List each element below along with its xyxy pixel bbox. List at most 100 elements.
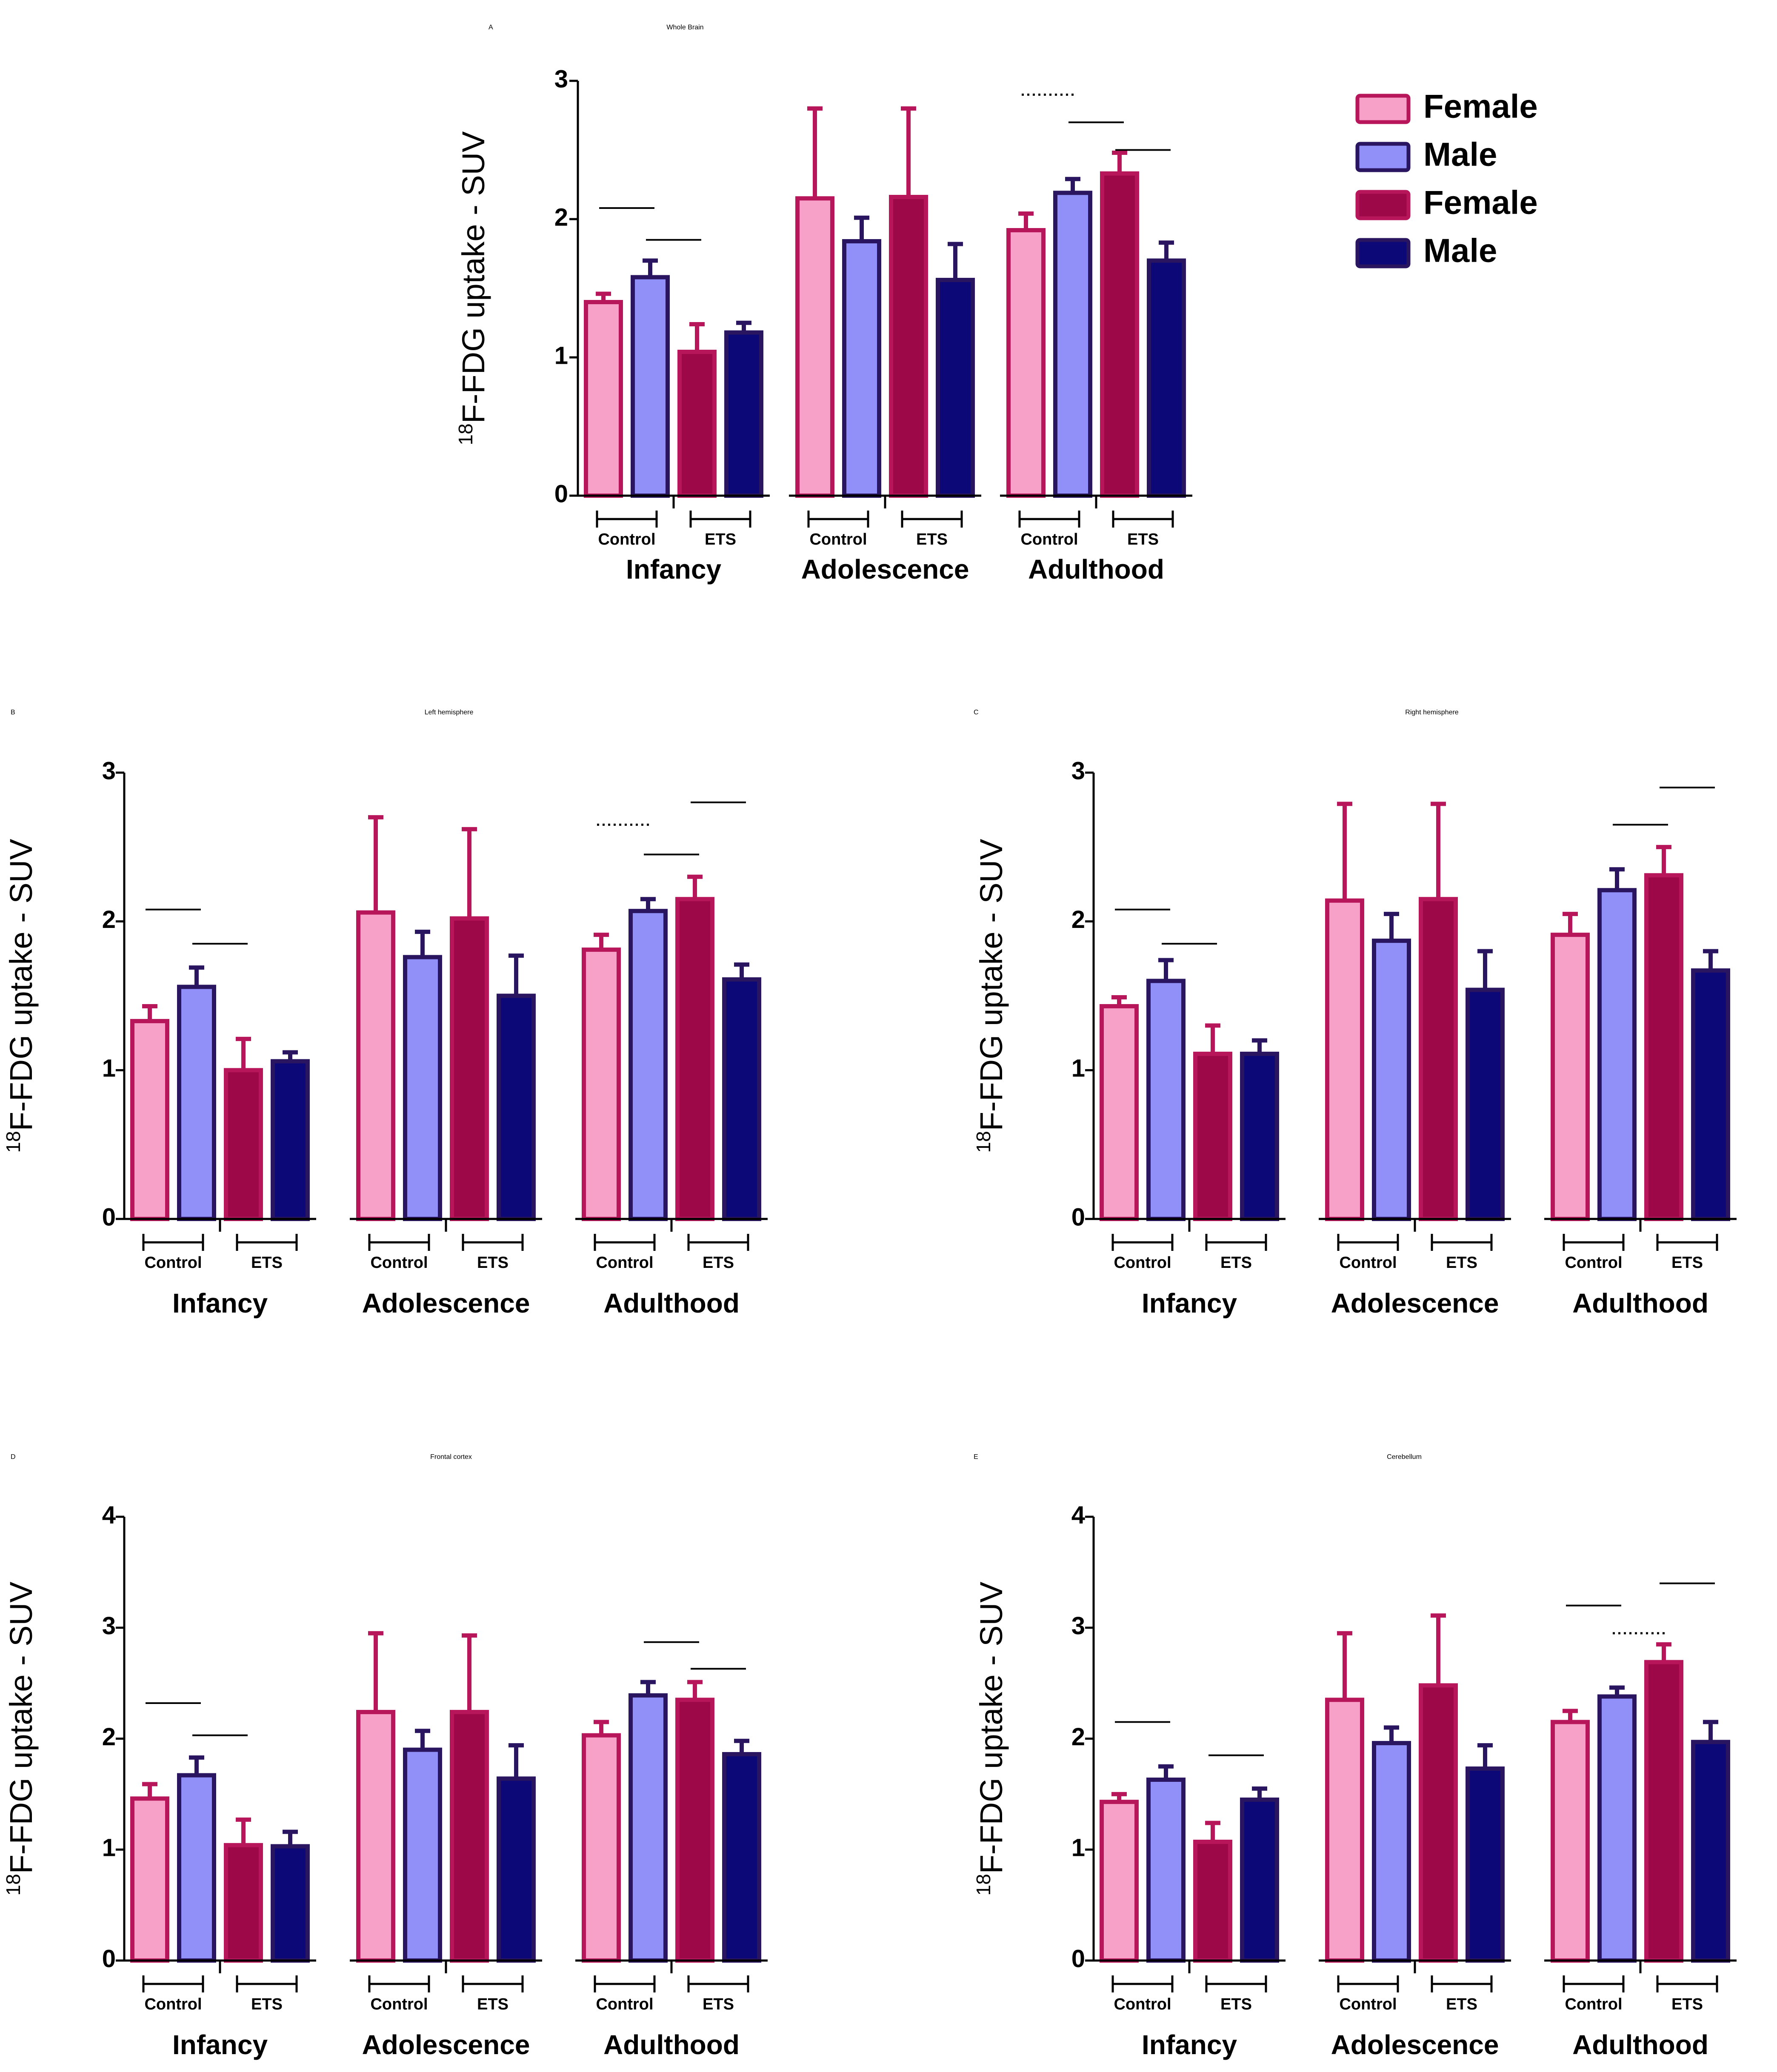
panel-title: Frontal cortex xyxy=(430,1453,472,1461)
bar-ets-male xyxy=(497,993,536,1221)
panel-letter: A xyxy=(489,24,493,31)
subgroup-label: ETS xyxy=(1671,1995,1703,2013)
bar-ets-male xyxy=(1466,987,1505,1222)
bar-control-female xyxy=(1100,1004,1139,1221)
bar-control-male xyxy=(1053,191,1092,498)
group-label: Adolescence xyxy=(801,554,969,585)
legend-swatch xyxy=(1355,238,1411,268)
y-tick-label: 0 xyxy=(1071,1945,1085,1972)
panel-letter: D xyxy=(11,1453,16,1461)
bar-control-male xyxy=(1146,979,1186,1222)
y-tick-label: 2 xyxy=(1071,906,1085,933)
y-tick-label: 4 xyxy=(1071,1501,1085,1529)
panel-title: Right hemisphere xyxy=(1405,709,1459,716)
y-tick-label: 0 xyxy=(1071,1203,1085,1231)
subgroup-label: Control xyxy=(1339,1995,1397,2013)
subgroup-label: ETS xyxy=(1220,1995,1252,2013)
bar-control-male xyxy=(1372,939,1411,1221)
bar-ets-female xyxy=(224,1068,263,1221)
y-tick-label: 0 xyxy=(102,1945,116,1972)
bar-control-male xyxy=(177,985,216,1221)
bar-ets-male xyxy=(1240,1051,1279,1222)
bar-control-male xyxy=(177,1773,216,1963)
y-tick-label: 3 xyxy=(102,757,116,785)
bar-ets-female xyxy=(1419,897,1458,1221)
y-axis-label-text: F-FDG uptake - SUV xyxy=(974,1581,1009,1874)
y-tick-label: 1 xyxy=(1071,1055,1085,1082)
bar-control-male xyxy=(403,955,442,1221)
bar-ets-female xyxy=(889,195,928,498)
y-tick-label: 3 xyxy=(1071,1612,1085,1640)
group-label: Adolescence xyxy=(1331,1288,1499,1319)
legend: Female Male Female Male xyxy=(1355,88,1538,269)
group-label: Adulthood xyxy=(603,2029,740,2060)
group-label: Adolescence xyxy=(1331,2029,1499,2060)
group-label: Adolescence xyxy=(362,2029,530,2060)
y-axis-label: 18F-FDG uptake - SUV xyxy=(454,131,491,445)
subgroup-label: Control xyxy=(370,1995,428,2013)
y-axis-label-superscript: 18 xyxy=(972,1874,994,1895)
subgroup-label: Control xyxy=(144,1995,202,2013)
bar-control-female xyxy=(130,1019,169,1222)
y-tick-label: 2 xyxy=(102,1723,116,1751)
subgroup-label: Control xyxy=(809,531,867,548)
bar-ets-male xyxy=(1240,1797,1279,1963)
group-label: Infancy xyxy=(1142,1288,1237,1319)
group-label: Adulthood xyxy=(1572,1288,1708,1319)
panel-title: Left hemisphere xyxy=(425,709,474,716)
subgroup-label: ETS xyxy=(251,1995,283,2013)
bar-control-female xyxy=(356,910,395,1222)
legend-swatch xyxy=(1355,190,1411,220)
subgroup-label: Control xyxy=(596,1995,653,2013)
y-axis-label-superscript: 18 xyxy=(2,1131,24,1153)
group-label: Infancy xyxy=(1142,2029,1237,2060)
subgroup-label: ETS xyxy=(1446,1995,1477,2013)
bar-control-male xyxy=(1597,888,1637,1221)
y-tick-label: 4 xyxy=(102,1501,116,1529)
bar-ets-female xyxy=(1193,1051,1232,1222)
bar-ets-male xyxy=(722,1752,761,1963)
y-axis-label-superscript: 18 xyxy=(972,1131,994,1153)
panel-letter: E xyxy=(974,1453,978,1461)
bar-ets-male xyxy=(724,330,763,498)
subgroup-label: Control xyxy=(1020,531,1078,548)
subgroup-label: Control xyxy=(1114,1995,1171,2013)
subgroup-label: ETS xyxy=(703,1254,734,1272)
legend-swatch xyxy=(1355,94,1411,124)
subgroup-label: ETS xyxy=(477,1254,509,1272)
bar-control-male xyxy=(629,1693,668,1963)
y-tick-label: 3 xyxy=(554,65,568,93)
subgroup-label: Control xyxy=(370,1254,428,1272)
bar-control-male xyxy=(842,239,881,498)
subgroup-label: Control xyxy=(1114,1254,1171,1272)
legend-label: Male xyxy=(1423,136,1497,173)
bar-control-female xyxy=(1551,1720,1590,1963)
legend-swatch xyxy=(1355,142,1411,172)
group-label: Adulthood xyxy=(603,1288,740,1319)
legend-label: Male xyxy=(1423,232,1497,269)
subgroup-label: ETS xyxy=(251,1254,283,1272)
bar-control-female xyxy=(795,196,834,498)
bar-ets-female xyxy=(675,1698,714,1963)
y-axis-label: 18F-FDG uptake - SUV xyxy=(972,839,1009,1153)
subgroup-label: ETS xyxy=(703,1995,734,2013)
subgroup-label: Control xyxy=(1339,1254,1397,1272)
legend-label: Female xyxy=(1423,88,1538,125)
y-axis-label: 18F-FDG uptake - SUV xyxy=(2,1581,39,1896)
y-tick-label: 3 xyxy=(102,1612,116,1640)
bar-control-male xyxy=(1597,1694,1637,1963)
group-label: Infancy xyxy=(172,2029,268,2060)
panel-d: D Frontal cortex 18F-FDG uptake - SUV 0 1 2 3 4… xyxy=(2,1453,768,2060)
bar-ets-male xyxy=(1691,1740,1730,1963)
bar-ets-female xyxy=(1644,1660,1683,1963)
group-label: Infancy xyxy=(626,554,721,585)
y-tick-label: 1 xyxy=(102,1834,116,1862)
y-tick-label: 3 xyxy=(1071,757,1085,785)
bar-ets-male xyxy=(722,977,761,1221)
panel-title: Whole Brain xyxy=(666,24,703,31)
subgroup-label: ETS xyxy=(1127,531,1159,548)
bar-ets-male xyxy=(1691,968,1730,1221)
bar-control-male xyxy=(1146,1777,1186,1963)
bar-control-female xyxy=(582,1733,621,1963)
subgroup-label: ETS xyxy=(477,1995,509,2013)
